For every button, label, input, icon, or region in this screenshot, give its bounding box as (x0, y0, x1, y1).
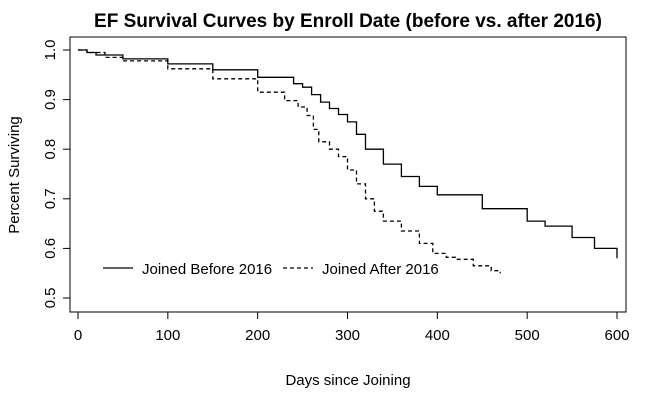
x-axis: 0 100 200 300 400 500 600 (74, 312, 630, 344)
y-axis: 0.5 0.6 0.7 0.8 0.9 1.0 (42, 40, 70, 309)
x-tick-label-500: 500 (515, 327, 540, 344)
y-tick-label-0.7: 0.7 (42, 188, 59, 209)
series-layer (78, 49, 618, 274)
x-tick-label-100: 100 (155, 327, 180, 344)
x-tick-label-300: 300 (335, 327, 360, 344)
chart-title: EF Survival Curves by Enroll Date (befor… (94, 11, 602, 32)
x-tick-label-400: 400 (425, 327, 450, 344)
y-axis-label: Percent Surviving (6, 116, 23, 234)
x-axis-label: Days since Joining (285, 372, 410, 389)
series-line-after-2016 (78, 49, 501, 274)
series-line-before-2016 (78, 49, 618, 259)
y-tick-label-0.9: 0.9 (42, 89, 59, 110)
legend-label-after: Joined After 2016 (322, 261, 439, 278)
x-tick-label-0: 0 (74, 327, 82, 344)
y-tick-label-0.5: 0.5 (42, 288, 59, 309)
legend: Joined Before 2016 Joined After 2016 (103, 261, 439, 278)
y-tick-label-1.0: 1.0 (42, 40, 59, 61)
x-tick-label-600: 600 (604, 327, 629, 344)
legend-label-before: Joined Before 2016 (142, 261, 272, 278)
x-tick-label-200: 200 (245, 327, 270, 344)
y-tick-label-0.8: 0.8 (42, 139, 59, 160)
y-tick-label-0.6: 0.6 (42, 238, 59, 259)
